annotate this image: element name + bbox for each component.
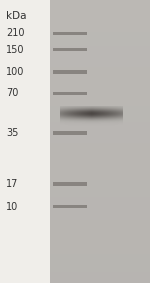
- Text: 100: 100: [6, 67, 24, 77]
- Text: 210: 210: [6, 28, 24, 38]
- Text: 150: 150: [6, 44, 24, 55]
- Text: 10: 10: [6, 201, 18, 212]
- Bar: [53, 32, 87, 35]
- Text: 35: 35: [6, 128, 18, 138]
- Bar: [0, 0, 50, 283]
- Bar: [53, 205, 87, 208]
- Text: 17: 17: [6, 179, 18, 189]
- Text: kDa: kDa: [6, 11, 27, 21]
- Bar: [53, 92, 87, 95]
- Bar: [53, 182, 87, 186]
- Bar: [53, 131, 87, 135]
- Bar: [53, 48, 87, 51]
- Bar: [53, 70, 87, 74]
- Text: 70: 70: [6, 88, 18, 98]
